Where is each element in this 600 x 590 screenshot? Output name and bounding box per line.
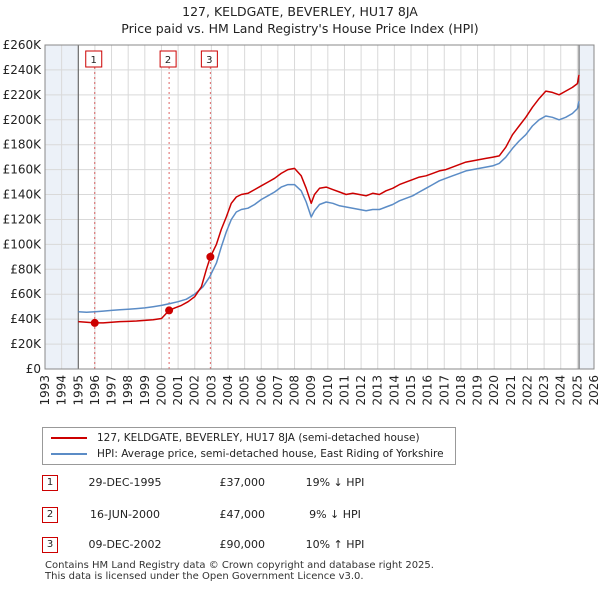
- y-tick-label: £260K: [3, 38, 43, 52]
- x-tick-label: 2001: [171, 375, 185, 406]
- sale-marker-box: [200, 50, 218, 68]
- x-tick-label: 2011: [337, 375, 351, 406]
- sale-marker-label: 3: [206, 55, 212, 66]
- footer-attribution: Contains HM Land Registry data © Crown c…: [45, 560, 434, 582]
- x-tick-label: 2026: [587, 375, 600, 406]
- sale-point: [90, 318, 99, 327]
- x-tick-label: 1998: [121, 375, 135, 406]
- x-tick-label: 1997: [105, 375, 119, 406]
- legend-label-price-paid: 127, KELDGATE, BEVERLEY, HU17 8JA (semi-…: [97, 432, 420, 444]
- legend-item-price-paid: 127, KELDGATE, BEVERLEY, HU17 8JA (semi-…: [51, 430, 420, 446]
- y-tick-label: £80K: [10, 262, 42, 276]
- hpi-series-line: [78, 100, 580, 314]
- sale-price: £47,000: [219, 508, 266, 521]
- chart-legend: 127, KELDGATE, BEVERLEY, HU17 8JA (semi-…: [42, 427, 456, 465]
- x-tick-label: 1993: [38, 375, 52, 406]
- chart-title-block: 127, KELDGATE, BEVERLEY, HU17 8JA Price …: [0, 3, 600, 37]
- y-tick-label: £60K: [10, 287, 42, 301]
- x-tick-label: 1994: [55, 375, 69, 406]
- footer-line-1: Contains HM Land Registry data © Crown c…: [45, 560, 434, 571]
- sale-marker-box: [159, 50, 177, 68]
- x-tick-label: 2012: [354, 375, 368, 406]
- sale-price: £90,000: [219, 538, 266, 551]
- sale-point: [206, 252, 215, 261]
- y-tick-label: £240K: [3, 63, 43, 77]
- y-tick-label: £160K: [3, 163, 43, 177]
- y-tick-label: £220K: [3, 88, 43, 102]
- price-chart: £0 £20K £40K £60K £80K £100K £120K £140K £160K £1…: [3, 38, 600, 406]
- legend-swatch-hpi: [51, 453, 87, 455]
- x-tick-label: 2008: [288, 375, 302, 406]
- x-tick-label: 2024: [554, 375, 568, 406]
- sale-hpi-diff: 9% ↓ HPI: [309, 508, 361, 521]
- x-tick-label: 2022: [520, 375, 534, 406]
- x-tick-label: 2023: [537, 375, 551, 406]
- y-tick-label: £200K: [3, 113, 43, 127]
- legend-swatch-price-paid: [51, 437, 87, 439]
- sale-marker-box: [85, 50, 103, 68]
- x-tick-label: 2009: [304, 375, 318, 406]
- sale-marker-label: 2: [165, 55, 171, 66]
- x-tick-label: 2010: [321, 375, 335, 406]
- sale-row-3: 3 09-DEC-2002 £90,000 10% ↑ HPI: [0, 537, 600, 557]
- sale-point: [165, 306, 174, 315]
- x-tick-label: 2000: [154, 375, 168, 406]
- price-paid-series-line: [78, 74, 580, 324]
- x-tick-label: 2014: [387, 375, 401, 406]
- plot-area: [45, 45, 594, 369]
- plot-border: [44, 44, 595, 370]
- sale-hpi-diff: 19% ↓ HPI: [305, 476, 365, 489]
- chart-subtitle: Price paid vs. HM Land Registry's House …: [121, 21, 479, 36]
- sale-marker-box: 2: [42, 507, 58, 523]
- y-tick-label: £40K: [10, 312, 42, 326]
- chart-title: 127, KELDGATE, BEVERLEY, HU17 8JA: [182, 4, 418, 19]
- x-tick-label: 2016: [421, 375, 435, 406]
- x-tick-label: 1999: [138, 375, 152, 406]
- x-tick-label: 2004: [221, 375, 235, 406]
- legend-label-hpi: HPI: Average price, semi-detached house,…: [97, 448, 444, 460]
- x-tick-label: 2015: [404, 375, 418, 406]
- sale-date: 16-JUN-2000: [89, 508, 161, 521]
- x-tick-label: 1995: [71, 375, 85, 406]
- x-tick-label: 1996: [88, 375, 102, 406]
- x-tick-label: 2006: [254, 375, 268, 406]
- x-tick-label: 2025: [570, 375, 584, 406]
- legend-item-hpi: HPI: Average price, semi-detached house,…: [51, 446, 444, 462]
- x-tick-label: 2017: [437, 375, 451, 406]
- sale-marker-label: 1: [91, 55, 97, 66]
- sale-marker-box: 1: [42, 475, 58, 491]
- x-tick-label: 2007: [271, 375, 285, 406]
- y-tick-label: £20K: [10, 337, 42, 351]
- sale-row-1: 1 29-DEC-1995 £37,000 19% ↓ HPI: [0, 475, 600, 495]
- y-tick-label: £140K: [3, 188, 43, 202]
- x-tick-label: 2003: [204, 375, 218, 406]
- footer-line-2: This data is licensed under the Open Gov…: [45, 571, 364, 582]
- sale-date: 29-DEC-1995: [88, 476, 162, 489]
- x-tick-label: 2013: [371, 375, 385, 406]
- x-tick-label: 2019: [471, 375, 485, 406]
- y-tick-label: £0: [26, 362, 41, 376]
- x-tick-label: 2018: [454, 375, 468, 406]
- shaded-range-1: [579, 45, 594, 369]
- sale-marker-box: 3: [42, 537, 58, 553]
- y-tick-label: £100K: [3, 237, 43, 251]
- y-tick-label: £180K: [3, 138, 43, 152]
- x-tick-label: 2021: [504, 375, 518, 406]
- x-tick-label: 2002: [188, 375, 202, 406]
- sale-date: 09-DEC-2002: [88, 538, 162, 551]
- sale-price: £37,000: [219, 476, 266, 489]
- y-tick-label: £120K: [3, 212, 43, 226]
- x-tick-label: 2005: [238, 375, 252, 406]
- x-tick-label: 2020: [487, 375, 501, 406]
- sale-row-2: 2 16-JUN-2000 £47,000 9% ↓ HPI: [0, 507, 600, 527]
- sale-hpi-diff: 10% ↑ HPI: [305, 538, 365, 551]
